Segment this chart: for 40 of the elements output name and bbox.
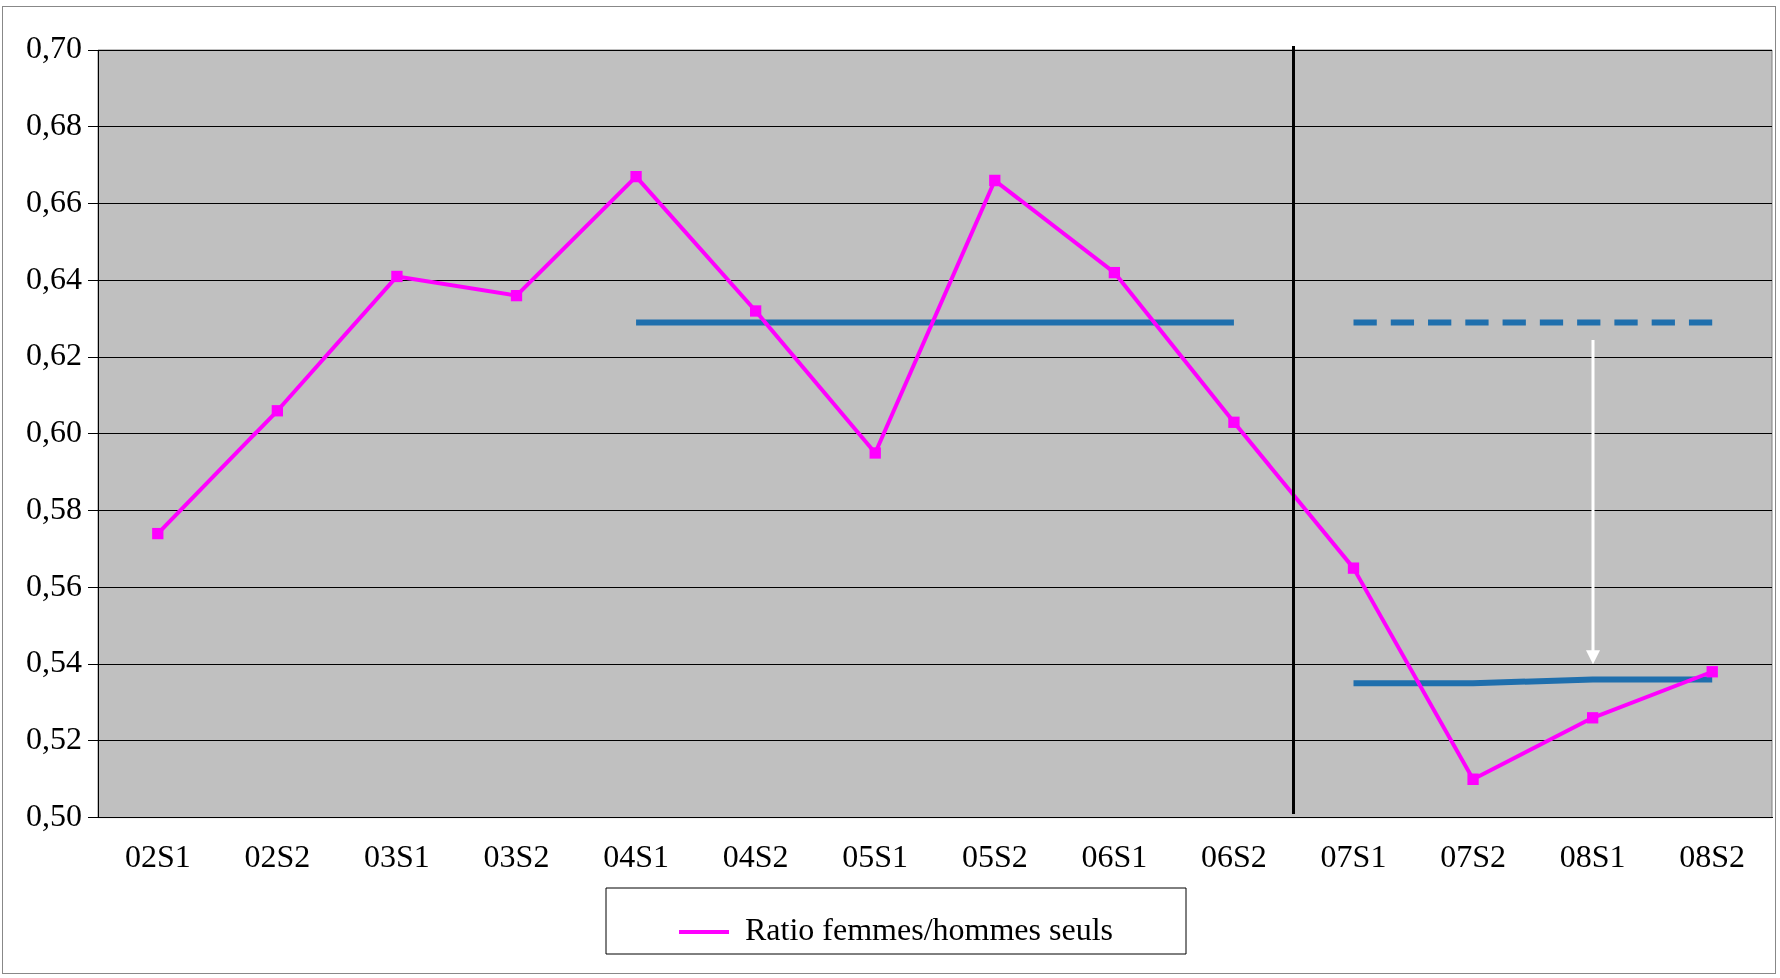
point [1467,773,1479,785]
x-tick-label: 06S2 [1201,838,1267,875]
y-tick-label: 0,68 [26,106,82,143]
x-tick-label: 07S1 [1320,838,1387,875]
point [1108,266,1121,279]
point [1586,712,1599,724]
y-tick-label: 0,60 [26,413,82,450]
point [1347,562,1360,574]
x-tick-label: 08S1 [1559,838,1626,875]
x-tick-label: 03S1 [364,838,430,875]
x-tick-label: 05S2 [961,838,1028,875]
point [869,447,881,459]
y-tick-label: 0,70 [26,29,82,66]
x-tick-label: 02S2 [244,838,311,875]
x-tick-label: 07S2 [1440,838,1506,875]
point [391,270,403,283]
x-tick-label: 04S1 [603,838,669,875]
point [510,289,523,302]
x-tick-label: 08S2 [1679,838,1746,875]
point [271,405,284,417]
y-tick-label: 0,66 [26,182,82,219]
y-tick-label: 0,64 [26,259,82,296]
legend-label: Ratio femmes/hommes seuls [745,911,1113,948]
y-tick-label: 0,50 [26,797,82,834]
y-tick-label: 0,62 [26,336,82,373]
y-tick-label: 0,58 [26,489,82,526]
x-tick-label: 06S1 [1081,838,1148,875]
point [749,305,762,317]
y-tick-label: 0,56 [26,566,82,603]
point [152,527,164,540]
point [1228,416,1240,428]
x-tick-label: 04S2 [722,838,789,875]
x-tick-label: 02S1 [124,838,191,875]
x-tick-label: 05S1 [842,838,909,875]
x-tick-label: 03S2 [483,838,550,875]
point [630,171,642,183]
point [989,174,1001,187]
y-tick-label: 0,52 [26,720,82,757]
point [1706,666,1718,678]
y-tick-label: 0,54 [26,643,82,680]
